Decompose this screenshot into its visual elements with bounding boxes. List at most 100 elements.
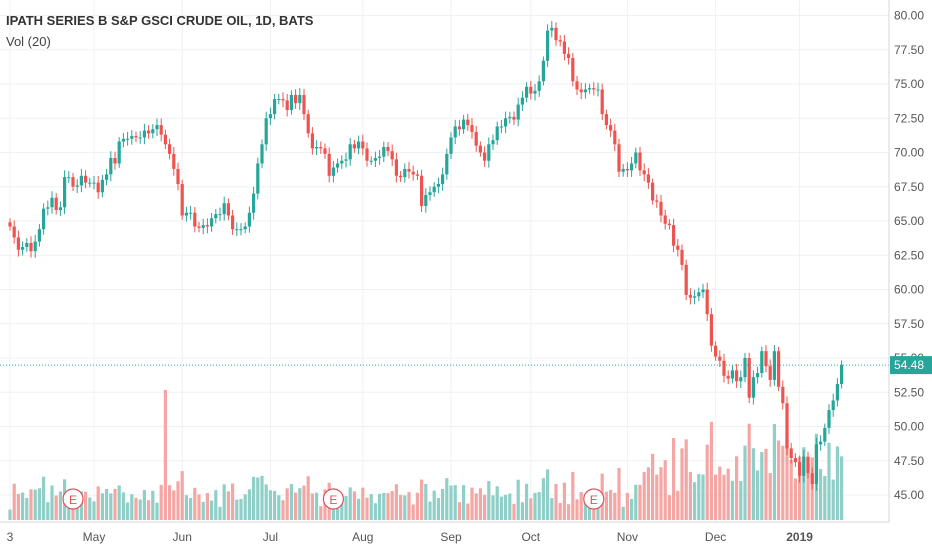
volume-bar — [772, 424, 776, 520]
candle-body — [747, 358, 751, 398]
volume-bar — [25, 497, 29, 520]
time-tick-label: 3 — [7, 530, 14, 544]
candle-body — [764, 351, 768, 367]
candle-body — [785, 403, 789, 449]
candle-body — [403, 168, 407, 178]
volume-bar — [613, 492, 617, 520]
volume-bar — [697, 474, 701, 520]
candle-body — [835, 384, 839, 401]
candle-body — [310, 133, 314, 149]
candle-body — [798, 462, 802, 476]
volume-bar — [302, 485, 306, 520]
candle-body — [676, 245, 680, 250]
candle-body — [394, 159, 398, 176]
volume-bar — [344, 495, 348, 520]
candle-body — [336, 163, 340, 168]
volume-indicator-label[interactable]: Vol (20) — [6, 34, 51, 49]
volume-bar — [289, 484, 293, 520]
candle-body — [483, 152, 487, 161]
candle-body — [201, 225, 205, 228]
candle-body — [142, 130, 146, 138]
candle-body — [739, 377, 743, 382]
time-tick-label: Jul — [263, 530, 278, 544]
volume-bar — [210, 500, 214, 520]
candle-body — [273, 99, 277, 115]
candle-body — [134, 136, 138, 138]
candle-body — [604, 114, 608, 126]
candle-body — [277, 99, 281, 101]
volume-bar — [781, 445, 785, 520]
candle-body — [789, 448, 793, 459]
chart-legend: IPATH SERIES B S&P GSCI CRUDE OIL, 1D, B… — [6, 10, 313, 52]
volume-bar — [688, 472, 692, 520]
volume-bar — [709, 421, 713, 520]
candle-body — [54, 197, 58, 211]
volume-bar — [508, 493, 512, 520]
candle-body — [592, 88, 596, 90]
volume-bar — [726, 468, 730, 520]
candle-body — [121, 138, 125, 142]
candle-body — [714, 345, 718, 357]
volume-bar — [420, 479, 424, 520]
symbol-title[interactable]: IPATH SERIES B S&P GSCI CRUDE OIL, 1D, B… — [6, 13, 314, 28]
earnings-marker-icon — [62, 488, 84, 510]
volume-bar — [802, 447, 806, 520]
candle-body — [722, 360, 726, 376]
volume-bar — [512, 503, 516, 520]
volume-bar — [630, 498, 634, 520]
volume-bar — [373, 503, 377, 520]
volume-bar — [264, 484, 268, 520]
candle-body — [667, 223, 671, 226]
candle-body — [163, 134, 167, 145]
volume-bar — [285, 488, 289, 520]
last-price-value: 54.48 — [894, 358, 924, 372]
candle-body — [369, 160, 373, 162]
candle-body — [609, 125, 613, 131]
price-axis[interactable]: 80.00 77.50 75.00 72.50 70.00 67.50 65.00 62.50… — [894, 9, 924, 503]
candle-body — [327, 153, 331, 176]
volume-bar — [646, 467, 650, 520]
candle-body — [655, 200, 659, 202]
time-tick-label: Oct — [521, 530, 540, 544]
candle-body — [168, 144, 172, 154]
candle-body — [680, 249, 684, 265]
candle-body — [79, 175, 83, 186]
candle-body — [126, 138, 130, 140]
candle-body — [634, 152, 638, 164]
candle-body — [659, 201, 663, 216]
volume-bar — [550, 498, 554, 520]
volume-bar — [407, 492, 411, 520]
candle-body — [138, 137, 142, 139]
earnings-marker-icon — [583, 488, 605, 510]
candle-body — [96, 182, 100, 193]
candle-body — [197, 226, 201, 228]
candle-body — [617, 144, 621, 172]
candle-body — [260, 144, 264, 164]
volume-bar — [777, 440, 781, 520]
candle-body — [33, 241, 37, 252]
candle-body — [84, 175, 88, 183]
candle-body — [25, 242, 29, 248]
volume-bar — [751, 448, 755, 520]
candle-body — [571, 57, 575, 82]
candle-body — [88, 182, 92, 184]
volume-bar — [12, 483, 16, 520]
volume-bar — [201, 501, 205, 520]
time-axis[interactable]: 3 May Jun Jul Aug Sep Oct Nov Dec 2019 — [7, 530, 814, 544]
volume-bar — [243, 494, 247, 520]
volume-bar — [768, 472, 772, 520]
volume-bar — [340, 495, 344, 520]
volume-bar — [722, 474, 726, 520]
candle-body — [432, 186, 436, 193]
volume-bar — [634, 484, 638, 520]
volume-bar — [445, 478, 449, 520]
candle-body — [352, 144, 356, 149]
candle-body — [777, 351, 781, 387]
volume-bar — [184, 495, 188, 520]
volume-bar — [16, 493, 20, 520]
candle-body — [512, 116, 516, 120]
volume-bar — [466, 503, 470, 520]
